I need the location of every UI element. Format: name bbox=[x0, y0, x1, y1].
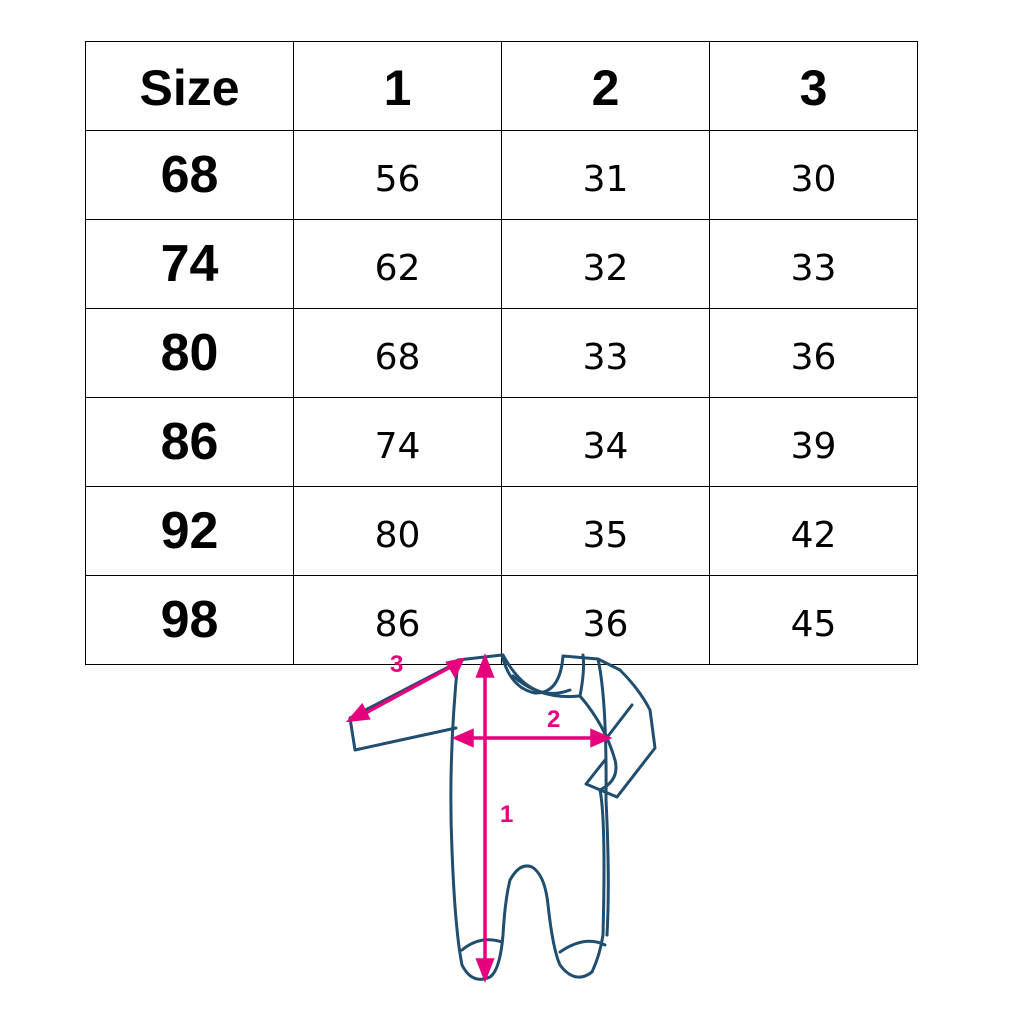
table-row: 98 86 36 45 bbox=[85, 575, 918, 665]
label-3: 3 bbox=[390, 651, 403, 678]
measure-cell-2: 36 bbox=[501, 575, 710, 665]
measure-cell-1: 56 bbox=[293, 130, 502, 220]
measurement-arrows bbox=[345, 653, 613, 983]
measure-cell-1: 80 bbox=[293, 486, 502, 576]
romper-outline bbox=[348, 653, 657, 981]
table-row: 74 62 32 33 bbox=[85, 219, 918, 309]
label-1: 1 bbox=[500, 801, 513, 828]
size-cell: 80 bbox=[85, 308, 294, 398]
arrow-3-sleeve bbox=[359, 662, 457, 718]
table-row: 92 80 35 42 bbox=[85, 486, 918, 576]
measure-cell-3: 36 bbox=[709, 308, 918, 398]
table-row: 80 68 33 36 bbox=[85, 308, 918, 398]
size-cell: 98 bbox=[85, 575, 294, 665]
size-chart-table: Size 1 2 3 68 56 31 30 74 62 32 33 80 68 33 36 86 74 3… bbox=[85, 41, 918, 665]
size-cell: 92 bbox=[85, 486, 294, 576]
measure-cell-2: 32 bbox=[501, 219, 710, 309]
measure-cell-1: 62 bbox=[293, 219, 502, 309]
header-measure-2: 2 bbox=[501, 41, 710, 131]
table-row: 86 74 34 39 bbox=[85, 397, 918, 487]
measure-cell-3: 39 bbox=[709, 397, 918, 487]
measure-cell-1: 68 bbox=[293, 308, 502, 398]
measure-cell-3: 30 bbox=[709, 130, 918, 220]
header-size: Size bbox=[85, 41, 294, 131]
label-2: 2 bbox=[547, 706, 560, 733]
measure-cell-3: 42 bbox=[709, 486, 918, 576]
header-measure-1: 1 bbox=[293, 41, 502, 131]
size-cell: 86 bbox=[85, 397, 294, 487]
measure-cell-2: 35 bbox=[501, 486, 710, 576]
measure-cell-1: 74 bbox=[293, 397, 502, 487]
table-row: 68 56 31 30 bbox=[85, 130, 918, 220]
measure-cell-3: 45 bbox=[709, 575, 918, 665]
measure-cell-1: 86 bbox=[293, 575, 502, 665]
measure-cell-3: 33 bbox=[709, 219, 918, 309]
size-cell: 74 bbox=[85, 219, 294, 309]
